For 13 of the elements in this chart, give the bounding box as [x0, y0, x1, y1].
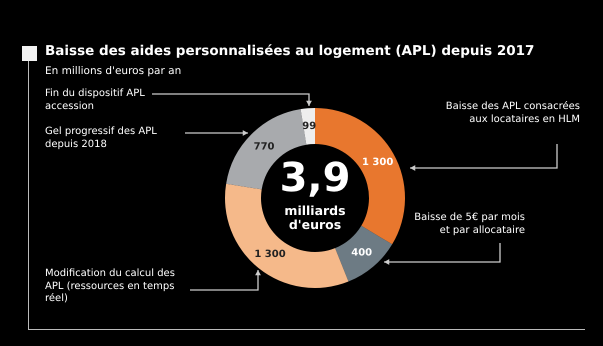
data-label: 1 300	[254, 248, 286, 260]
chart-title: Baisse des aides personnalisées au logement (APL) depuis 2017	[45, 43, 534, 59]
slice-label: Baisse de 5€ par mois et par allocataire	[413, 212, 525, 237]
data-label: 770	[254, 142, 275, 153]
data-label: 1 300	[362, 157, 394, 168]
text: 3,9	[280, 155, 350, 201]
chart-subtitle: En millions d'euros par an	[45, 65, 182, 78]
data-label: 400	[351, 247, 372, 258]
text: milliards d'euros	[283, 203, 347, 232]
slice-label: Fin du dispositif APL accession	[45, 88, 146, 113]
slice-label: Baisse des APL consacrées aux locataires en HLM	[444, 101, 580, 126]
slice-label: Modification du calcul des APL (ressources en temps réel)	[45, 268, 176, 306]
slice-label: Gel progressif des APL depuis 2018	[45, 126, 158, 151]
